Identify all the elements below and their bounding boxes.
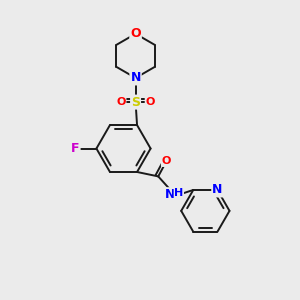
Text: F: F [71,142,80,155]
Text: O: O [116,97,125,107]
Text: O: O [162,156,171,166]
Text: S: S [131,96,140,109]
Text: N: N [212,183,223,196]
Text: N: N [165,188,175,201]
Text: O: O [146,97,155,107]
Text: H: H [174,188,184,198]
Text: N: N [130,71,141,85]
Text: O: O [130,27,141,40]
